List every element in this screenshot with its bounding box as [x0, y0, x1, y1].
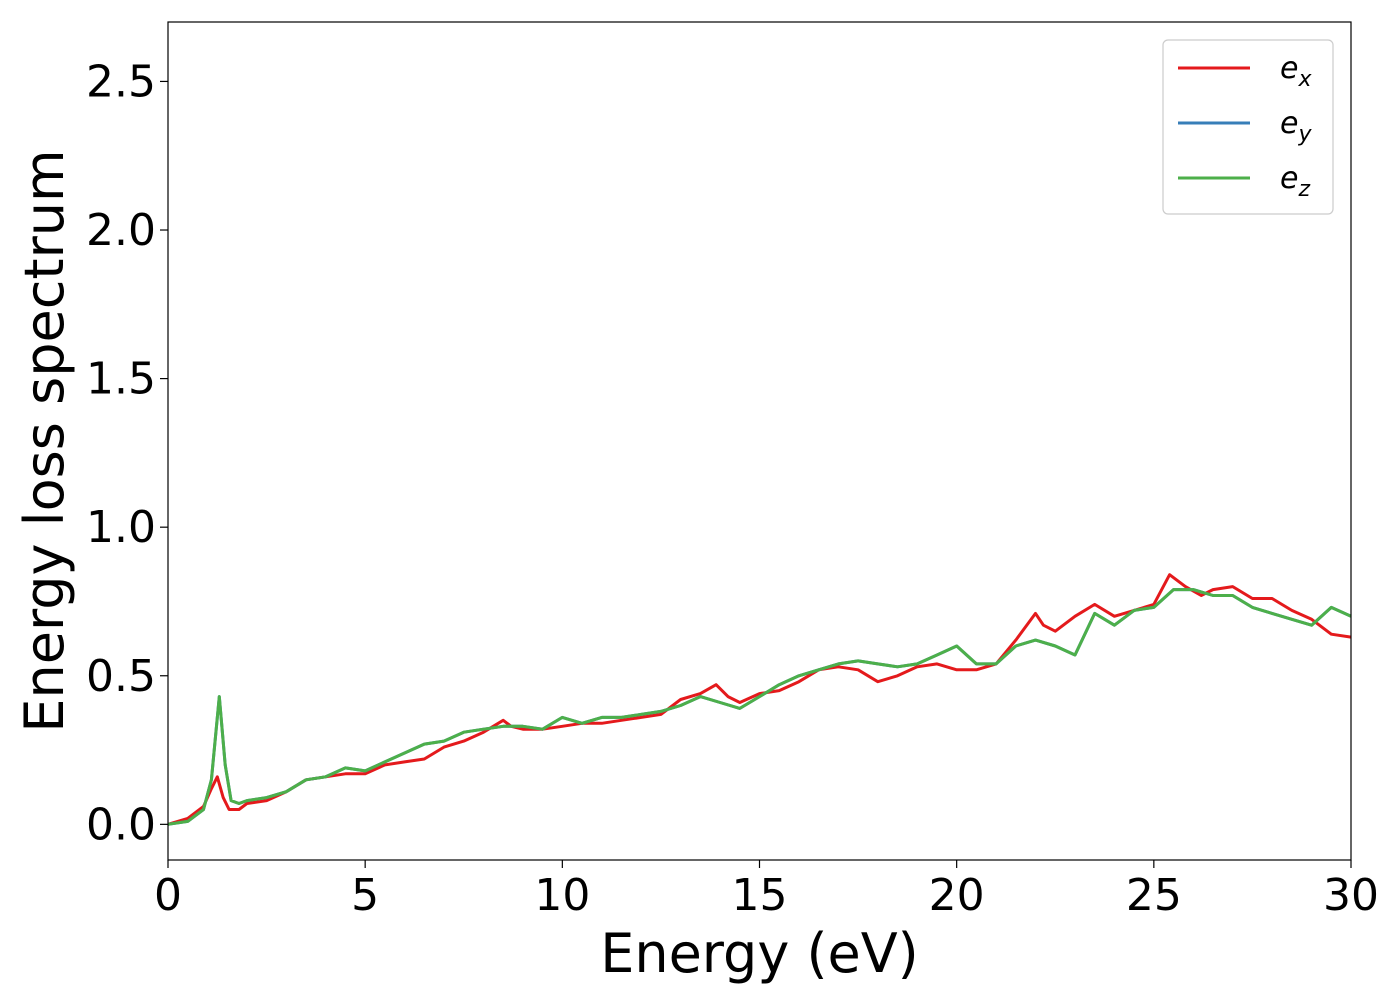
legend-entry-y: ey: [1280, 106, 1312, 147]
y-axis-label: Energy loss spectrum: [13, 149, 76, 732]
legend-entry-x: ex: [1280, 51, 1312, 92]
legend-entry-z: ez: [1280, 161, 1310, 202]
x-axis-label: Energy (eV): [600, 922, 919, 985]
series-layer: [167, 573, 1352, 826]
y-tick-label: 1.0: [86, 502, 156, 553]
y-tick-label: 1.5: [86, 354, 156, 405]
x-axis-ticks: 0 5 10 15 20 25 30: [154, 860, 1379, 921]
y-tick-label: 0.0: [86, 799, 156, 850]
legend-box: [1162, 39, 1334, 215]
x-tick-label: 25: [1126, 870, 1182, 921]
y-tick-label: 2.5: [86, 56, 156, 107]
legend: ex ey ez: [1162, 39, 1334, 215]
x-tick-label: 5: [351, 870, 379, 921]
y-tick-label: 0.5: [86, 651, 156, 702]
y-tick-label: 2.0: [86, 205, 156, 256]
x-tick-label: 20: [929, 870, 985, 921]
series-line-e-z: [167, 588, 1352, 826]
x-tick-label: 10: [534, 870, 590, 921]
y-axis-ticks: 0.0 0.5 1.0 1.5 2.0 2.5: [86, 56, 168, 850]
x-tick-label: 30: [1323, 870, 1379, 921]
x-tick-label: 0: [154, 870, 182, 921]
x-tick-label: 15: [732, 870, 788, 921]
